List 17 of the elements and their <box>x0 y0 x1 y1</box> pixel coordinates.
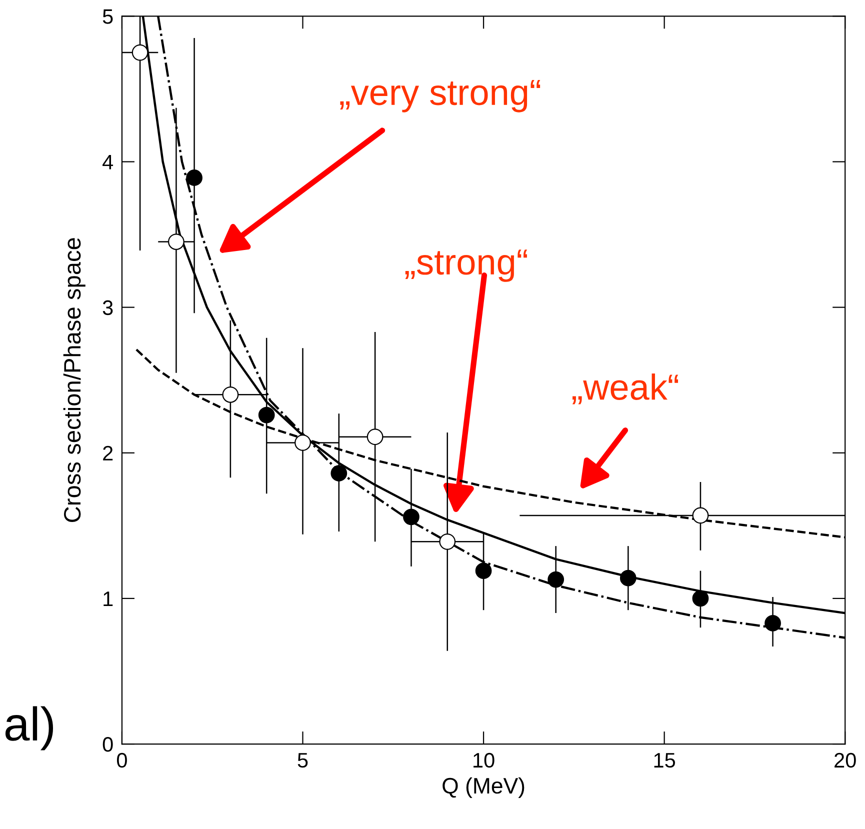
y-tick-label: 0 <box>102 737 113 752</box>
y-tick-label: 4 <box>102 154 114 170</box>
x-tick-label: 0 <box>116 752 127 768</box>
text: al) <box>5 706 54 750</box>
y-tick-label: 3 <box>102 300 113 316</box>
annotation: „strong“ <box>405 250 528 282</box>
annotation: „very strong“ <box>340 80 540 112</box>
annotation: „weak“ <box>572 373 678 404</box>
y-tick-label: 5 <box>102 9 113 24</box>
y-axis-title: Cross section/Phase space <box>63 238 86 522</box>
y-tick-label: 1 <box>104 592 113 606</box>
x-tick-label: 20 <box>834 752 856 768</box>
x-tick-label: 15 <box>654 753 676 768</box>
x-tick-label: 5 <box>298 753 308 768</box>
x-axis-title: Q (MeV) <box>442 777 524 798</box>
y-tick-label: 2 <box>103 446 113 460</box>
x-tick-label: 10 <box>474 752 494 768</box>
